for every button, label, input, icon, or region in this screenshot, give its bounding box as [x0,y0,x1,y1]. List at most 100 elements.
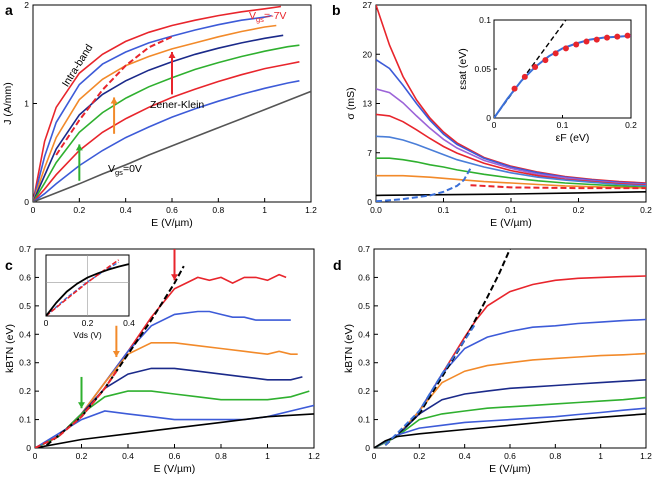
panel-c-arrow-2-head [112,351,120,358]
panel-d-series-line-6 [374,407,646,448]
panel-d-ytick-label: 0.7 [358,244,370,254]
panel-d-series-line-5 [374,396,646,448]
panel-a-xtick-label: 0 [31,205,36,215]
panel-c-ytick-label: 0.7 [19,244,31,254]
panel-c-dashed-line-red-dashed [35,370,118,448]
annotation-vgs-0: Vgs=0V [108,163,142,177]
panel-letter-c: c [5,257,13,273]
panel-a-series-line-5 [33,44,300,202]
panel-c-xtick-label: 0.4 [122,451,134,461]
annotation-vgs-7: Vgs=-7V [249,10,286,24]
panel-b-inset-point [542,57,549,64]
panel-a-xtick-label: 1.2 [305,205,317,215]
panel-d-xtick-label: 1.2 [640,451,652,461]
vgs0-sub: gs [115,168,123,177]
panel-b-inset-ytick-label: 0.05 [474,64,491,74]
panel-letter-d: d [333,257,342,273]
panel-c-inset-xtick-label: 0.2 [82,318,94,328]
panel-b-inset-point [562,45,569,52]
panel-c-inset-red-line [46,259,120,316]
panel-b-series-line-6 [376,157,646,189]
panel-c-xtick-label: 0 [33,451,38,461]
panel-b-xtick-label: 0.1 [505,205,517,215]
chart-panel-d: 0 0.2 0.4 0.6 0.8 1 1.2 0 0.1 0.2 0.3 0.4 0.5 0.6 0.7 E… [343,244,652,475]
vgs7-value: =-7V [264,10,286,22]
panel-c-xtick-label: 0.2 [76,451,88,461]
panel-d-xtick-label: 0.8 [549,451,561,461]
panel-b-series-line-2 [376,59,646,185]
panel-c-xtick-label: 0.6 [169,451,181,461]
panel-b-dashed-line-blue-dashed [376,167,472,202]
panel-d-xtick-label: 0.4 [459,451,471,461]
panel-b-xtick-label: 0.2 [640,205,652,215]
panel-c-ytick-label: 0.1 [19,415,31,425]
panel-b-inset-ytick-label: 0 [486,113,491,123]
panel-c-ytick-label: 0 [26,443,31,453]
panel-b-xtick-label: 0.1 [438,205,450,215]
vgs7-sub: gs [256,15,264,24]
panel-c-ytick-label: 0.5 [19,301,31,311]
panel-d-ytick-label: 0.6 [358,272,370,282]
panel-b-series-line-8 [376,191,646,197]
panel-c-ytick-label: 0.4 [19,329,31,339]
panel-a-ylabel: J (A/mm) [2,82,14,125]
panel-d-series-line-7 [374,413,646,448]
panel-c-inset-xlabel: Vds (V) [73,330,102,340]
panel-b-inset-point [614,33,621,40]
annotation-zener-klein: Zener-Klein [150,99,204,111]
panel-b-dashed-line-red-dashed [470,184,646,190]
panel-a-ytick-label: 1 [24,99,29,109]
panel-b-ytick-label: 20 [363,49,373,59]
panel-a-xtick-label: 1 [262,205,267,215]
panel-a-xtick-label: 0.4 [120,205,132,215]
panel-b-series-line-4 [376,113,646,186]
panel-c-arrow-3-head [171,274,178,281]
panel-a-dashed-line-intraband-envelope [55,35,173,156]
panel-d-ytick-label: 0.3 [358,358,370,368]
panel-b-inset-point [604,34,611,41]
panel-b-inset-point [573,41,580,48]
panel-b-inset-xtick-label: 0.2 [625,120,637,130]
panel-c-series-line-4 [35,367,303,448]
panel-c-xlabel: E (V/µm) [154,463,196,475]
panel-b-ytick-label: 13 [363,99,373,109]
panel-c-inset-xtick-label: 0 [44,318,49,328]
panel-d-xtick-label: 0.6 [504,451,516,461]
chart-panel-c: 0 0.2 0.4 0.6 0.8 1 1.2 0 0.1 0.2 0.3 0.4 0.5 0.6 0.7 E… [4,244,320,475]
panel-b-inset-xtick-label: 0 [492,120,497,130]
panel-a-series-line-8 [33,90,311,202]
panel-c-series-line-3 [35,342,298,448]
panel-a-xlabel: E (V/µm) [151,217,193,229]
panel-b-ytick-label: 0 [367,197,372,207]
panel-a-arrow-3-head [168,51,176,58]
vgs7-v: V [249,10,256,22]
panel-c-inset-black-line [46,263,129,316]
panel-b-series-line-5 [376,135,646,187]
panel-c-xtick-label: 1.2 [308,451,320,461]
panel-a-arrow-1-head [75,144,83,151]
panel-d-ytick-label: 0.1 [358,415,370,425]
panel-d-xlabel: E (V/µm) [489,463,531,475]
panel-c-ytick-label: 0.2 [19,386,31,396]
panel-b-inset-point [511,85,518,92]
panel-b-xtick-label: 0.2 [573,205,585,215]
panel-c-xtick-label: 1 [265,451,270,461]
panel-c-series-line-7 [35,413,314,448]
panel-b-xlabel: E (V/µm) [490,217,532,229]
vgs0-value: =0V [123,163,142,175]
panel-a-series-line-6 [33,61,300,202]
panel-d-ylabel: kBTN (eV) [343,324,355,373]
panel-b-inset-point [532,64,539,71]
panel-b-series-line-7 [376,174,646,189]
panel-b-inset-point [552,50,559,57]
panel-c-series-line-6 [35,404,314,448]
panel-d-xtick-label: 0.2 [413,451,425,461]
panel-a-xtick-label: 0.2 [73,205,85,215]
panel-b-inset-xlabel: εF (eV) [556,132,590,144]
panel-a-arrow-2-head [110,97,118,104]
panel-d-ytick-label: 0.4 [358,329,370,339]
panel-a-series-line-1 [33,5,282,202]
panel-d-ytick-label: 0.2 [358,386,370,396]
panel-a-xtick-label: 0.8 [212,205,224,215]
panel-c-xtick-label: 0.8 [215,451,227,461]
